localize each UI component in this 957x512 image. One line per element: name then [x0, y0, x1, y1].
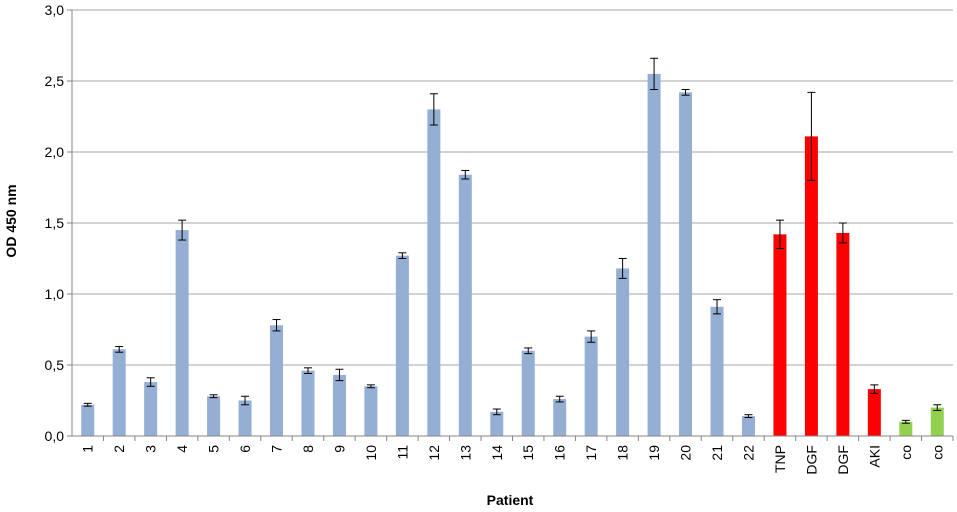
y-tick-label: 3,0: [45, 2, 65, 18]
y-tick-label: 1,5: [45, 215, 65, 231]
x-tick-label: 6: [237, 445, 253, 453]
bar: [616, 268, 630, 436]
axes: [67, 9, 954, 441]
x-tick-label: co: [929, 445, 945, 460]
x-tick-label: DGF: [835, 445, 851, 475]
bar: [773, 234, 787, 436]
bar: [553, 399, 567, 436]
x-tick-label: co: [898, 445, 914, 460]
x-tick-label: DGF: [803, 445, 819, 475]
x-tick-label: 12: [426, 445, 442, 461]
bar: [521, 350, 535, 436]
x-tick-label: 13: [457, 445, 473, 461]
bar: [81, 404, 95, 436]
bar: [238, 400, 252, 436]
x-tick-label: 17: [583, 445, 599, 461]
x-tick-label: 21: [709, 445, 725, 461]
x-tick-label: 15: [520, 445, 536, 461]
y-axis-title: OD 450 nm: [3, 184, 19, 257]
x-tick-label: 18: [615, 445, 631, 461]
bar: [332, 374, 346, 436]
x-tick-label: 16: [552, 445, 568, 461]
x-tick-label: 4: [174, 445, 190, 453]
bar: [804, 136, 818, 436]
bar: [490, 411, 504, 436]
y-tick-label: 0,5: [45, 357, 65, 373]
x-axis-title: Patient: [487, 492, 534, 508]
bar: [710, 306, 724, 436]
x-tick-label: 19: [646, 445, 662, 461]
x-tick-label: 20: [678, 445, 694, 461]
bar: [364, 386, 378, 436]
x-tick-label: 2: [111, 445, 127, 453]
x-tick-label: AKI: [866, 445, 882, 468]
x-tick-label: 1: [80, 445, 96, 453]
bar: [836, 232, 850, 436]
x-tick-label: 10: [363, 445, 379, 461]
bar: [112, 349, 126, 436]
x-tick-label: 3: [143, 445, 159, 453]
x-tick-label: 22: [740, 445, 756, 461]
x-tick-label: 11: [394, 445, 410, 460]
x-tick-label: 8: [300, 445, 316, 453]
y-tick-label: 0,0: [45, 428, 65, 444]
tick-labels: 0,00,51,01,52,02,53,01 2 3 4 5 6 7 8 9 10 11 12 13 14…: [45, 2, 946, 475]
bars: [81, 73, 944, 437]
bar: [584, 336, 598, 436]
bar: [175, 230, 189, 436]
bar: [867, 389, 881, 436]
error-bars: [83, 57, 942, 424]
bar: [458, 174, 472, 436]
y-tick-label: 2,5: [45, 73, 65, 89]
y-tick-label: 1,0: [45, 286, 65, 302]
gridlines: [72, 9, 953, 366]
bar: [301, 370, 315, 436]
bar: [647, 73, 661, 437]
bar: [207, 396, 221, 436]
bar: [395, 255, 409, 436]
bar: [930, 407, 944, 436]
bar: [427, 109, 441, 437]
x-tick-label: TNP: [772, 445, 788, 473]
bar: [270, 325, 284, 436]
bar: [741, 416, 755, 436]
x-tick-label: 9: [331, 445, 347, 453]
x-tick-label: 7: [269, 445, 285, 453]
y-tick-label: 2,0: [45, 144, 65, 160]
bar: [899, 421, 913, 436]
x-tick-label: 14: [489, 445, 505, 461]
bar: [679, 92, 693, 437]
bar: [144, 382, 158, 436]
x-tick-label: 5: [206, 445, 222, 453]
